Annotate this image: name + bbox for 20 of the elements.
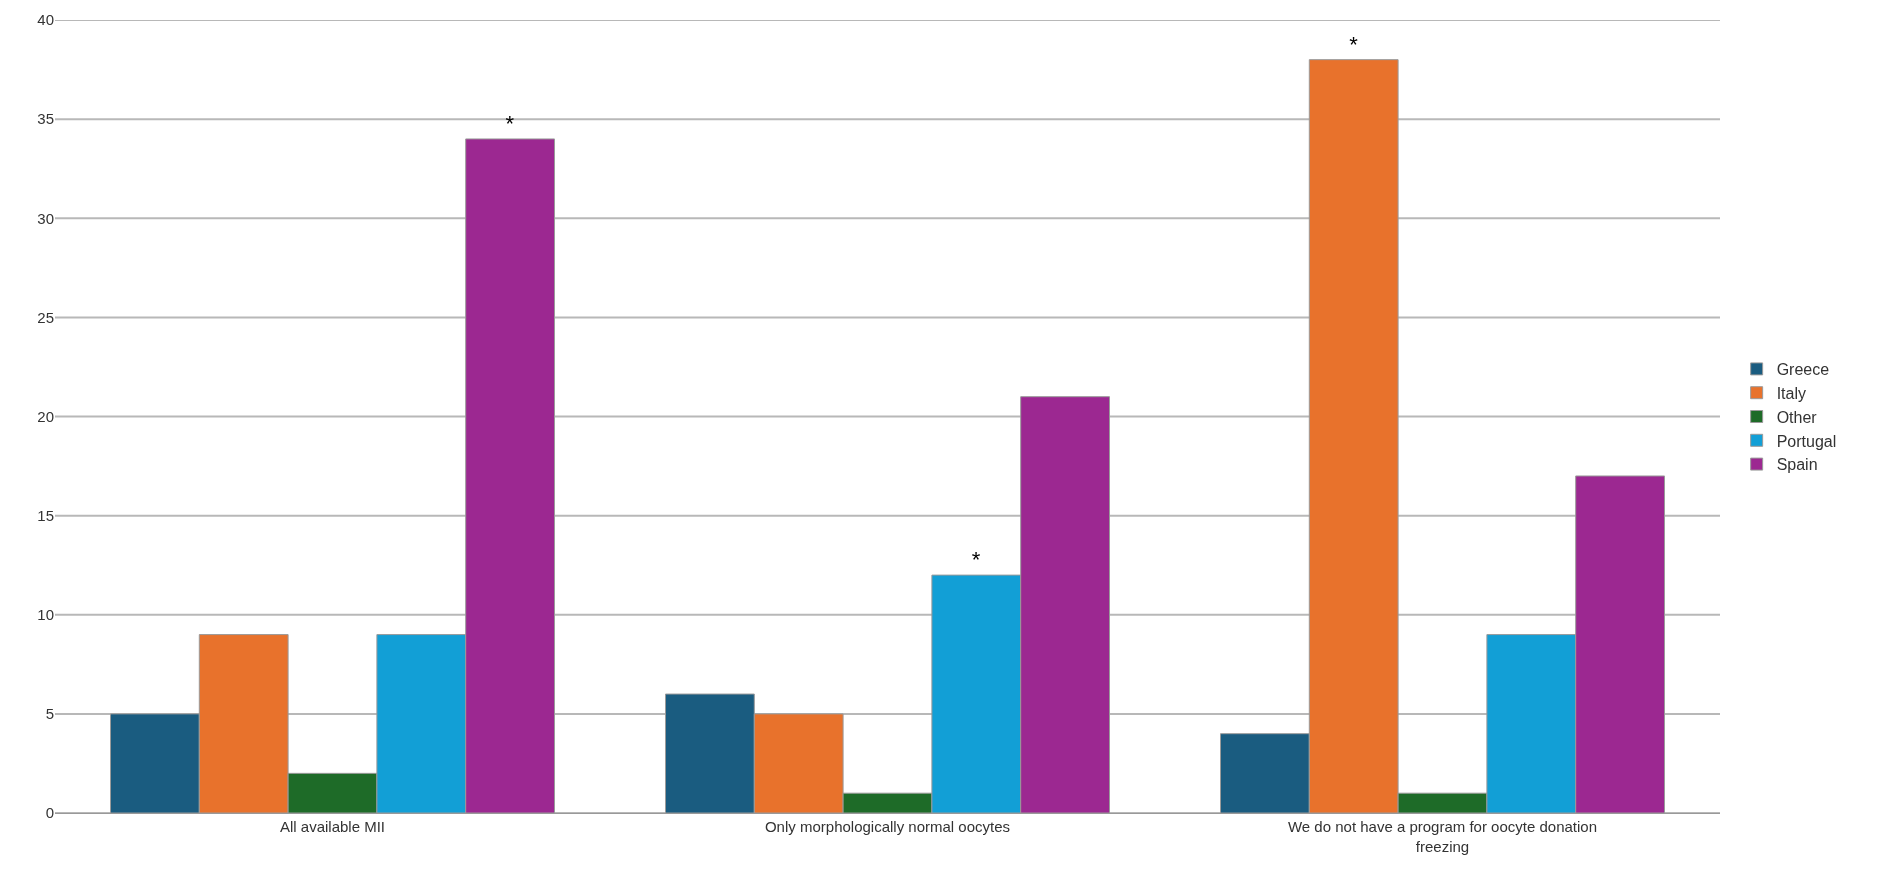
data-label: * xyxy=(971,547,981,573)
y-tick-label: 40 xyxy=(37,11,54,29)
y-tick-label: 35 xyxy=(37,110,54,128)
y-tick-label: 25 xyxy=(37,308,54,326)
data-label: * xyxy=(1349,31,1359,57)
x-tick-label: All available MII xyxy=(279,818,386,835)
y-tick-label: 15 xyxy=(37,506,54,524)
legend-label: Italy xyxy=(1776,384,1806,402)
y-tick-label: 30 xyxy=(37,209,54,227)
x-tick-label: We do not have a program for oocyte donation freezing xyxy=(1287,818,1598,855)
y-tick-label: 5 xyxy=(45,705,54,723)
legend-label: Other xyxy=(1776,408,1818,426)
y-tick-label: 0 xyxy=(45,804,54,822)
y-tick-label: 10 xyxy=(37,606,54,623)
data-label: * xyxy=(505,110,515,136)
legend-label: Greece xyxy=(1776,361,1830,379)
legend-label: Spain xyxy=(1776,456,1818,474)
y-tick-label: 20 xyxy=(37,407,54,425)
legend-label: Portugal xyxy=(1776,432,1837,450)
x-tick-label: Only morphologically normal oocytes xyxy=(764,818,1011,835)
